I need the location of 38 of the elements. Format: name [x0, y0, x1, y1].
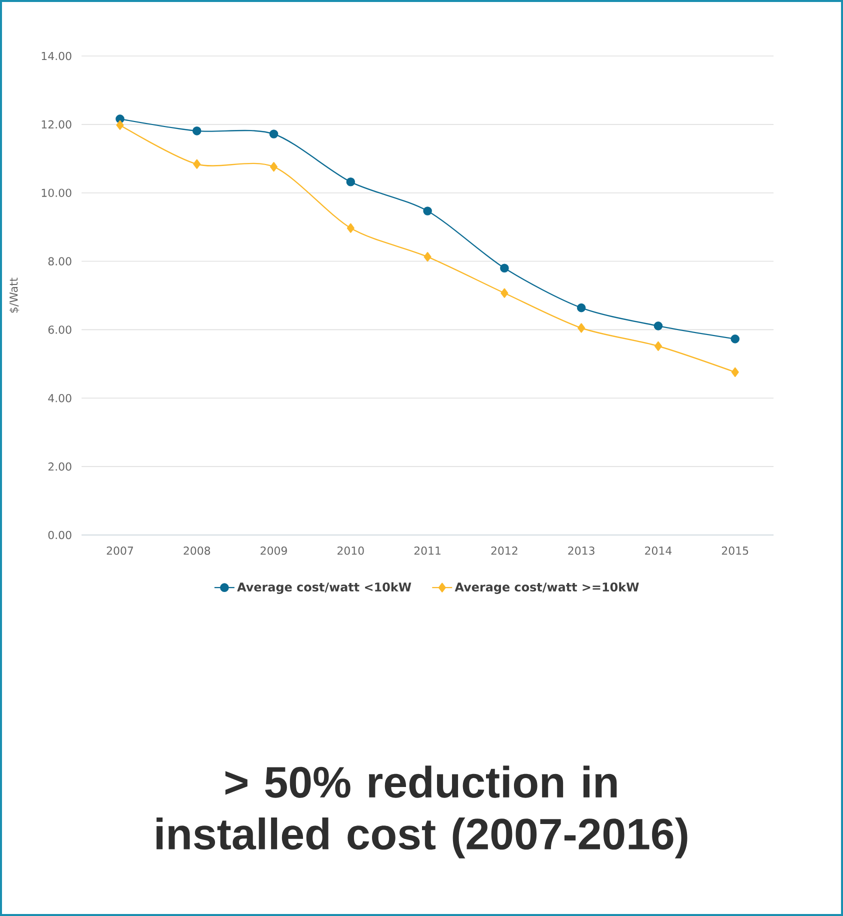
x-tick-label: 2014	[645, 546, 672, 555]
x-tick-label: 2015	[722, 546, 748, 555]
y-tick-label: 4.00	[48, 394, 72, 402]
point	[500, 288, 508, 298]
point	[269, 130, 278, 138]
point	[424, 252, 432, 262]
point	[346, 178, 356, 186]
x-tick-label: 2013	[568, 546, 594, 555]
point	[654, 341, 662, 351]
y-tick-label: 2.00	[48, 462, 72, 471]
y-tick-label: 8.00	[48, 257, 72, 266]
x-tick-label: 2011	[414, 546, 440, 555]
y-tick-label: 10.00	[42, 188, 72, 197]
legend-label: Average cost/watt >=10kW	[454, 582, 639, 594]
point	[578, 323, 586, 333]
text: > 50% reduction in installed cost (2007-2016)	[156, 766, 688, 858]
point	[346, 223, 354, 233]
y-tick-label: 14.00	[42, 52, 72, 60]
point	[730, 334, 740, 344]
x-tick-label: 2007	[106, 546, 133, 555]
point	[423, 206, 432, 216]
point	[731, 367, 739, 377]
point	[193, 159, 201, 169]
x-tick-label: 2012	[491, 546, 518, 555]
point	[500, 264, 509, 273]
point	[576, 303, 586, 312]
x-tick-label: 2008	[184, 546, 210, 555]
x-tick-label: 2010	[338, 546, 364, 555]
y-axis-title: $/Watt	[9, 278, 20, 313]
legend-label: Average cost/watt <10kW	[237, 582, 412, 594]
y-tick-label: 0.00	[48, 530, 72, 540]
x-tick-label: 2009	[260, 546, 287, 555]
y-tick-label: 12.00	[42, 120, 72, 129]
point	[270, 162, 278, 172]
point	[654, 322, 663, 330]
point	[116, 120, 124, 130]
point	[192, 126, 202, 136]
y-tick-label: 6.00	[48, 326, 72, 334]
